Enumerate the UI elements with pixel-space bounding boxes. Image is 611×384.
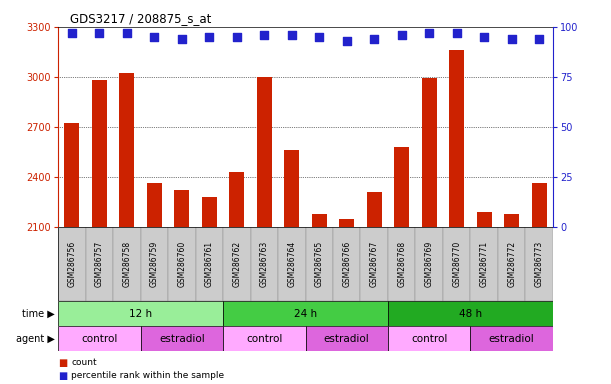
- Bar: [339, 219, 354, 227]
- Bar: [168, 227, 196, 301]
- Point: [177, 36, 187, 42]
- Text: ■: ■: [58, 358, 67, 368]
- Bar: [532, 183, 547, 227]
- Text: GSM286767: GSM286767: [370, 241, 379, 287]
- Bar: [202, 197, 217, 227]
- Bar: [333, 227, 360, 301]
- Bar: [388, 301, 553, 326]
- Bar: [113, 227, 141, 301]
- Bar: [58, 227, 86, 301]
- Bar: [388, 326, 470, 351]
- Point: [122, 30, 132, 36]
- Bar: [470, 227, 498, 301]
- Bar: [229, 172, 244, 227]
- Text: GSM286765: GSM286765: [315, 241, 324, 287]
- Text: estradiol: estradiol: [324, 334, 370, 344]
- Text: GSM286764: GSM286764: [287, 241, 296, 287]
- Text: count: count: [71, 358, 97, 367]
- Point: [369, 36, 379, 42]
- Bar: [443, 227, 470, 301]
- Bar: [470, 326, 553, 351]
- Point: [67, 30, 77, 36]
- Point: [397, 32, 407, 38]
- Bar: [312, 214, 327, 227]
- Bar: [141, 326, 223, 351]
- Point: [232, 34, 242, 40]
- Text: estradiol: estradiol: [159, 334, 205, 344]
- Point: [149, 34, 159, 40]
- Bar: [58, 301, 223, 326]
- Text: estradiol: estradiol: [489, 334, 535, 344]
- Bar: [58, 326, 141, 351]
- Text: 24 h: 24 h: [294, 309, 317, 319]
- Point: [315, 34, 324, 40]
- Bar: [257, 77, 272, 227]
- Bar: [223, 301, 388, 326]
- Bar: [477, 212, 492, 227]
- Text: GSM286771: GSM286771: [480, 241, 489, 287]
- Text: GSM286758: GSM286758: [122, 241, 131, 287]
- Bar: [449, 50, 464, 227]
- Point: [424, 30, 434, 36]
- Text: GSM286762: GSM286762: [232, 241, 241, 287]
- Bar: [422, 78, 437, 227]
- Point: [480, 34, 489, 40]
- Text: GSM286766: GSM286766: [342, 241, 351, 287]
- Bar: [174, 190, 189, 227]
- Bar: [498, 227, 525, 301]
- Bar: [223, 227, 251, 301]
- Bar: [504, 214, 519, 227]
- Bar: [278, 227, 306, 301]
- Text: percentile rank within the sample: percentile rank within the sample: [71, 371, 225, 380]
- Text: GSM286756: GSM286756: [67, 241, 76, 287]
- Text: GSM286770: GSM286770: [452, 241, 461, 287]
- Text: GSM286761: GSM286761: [205, 241, 214, 287]
- Bar: [64, 123, 79, 227]
- Text: GSM286760: GSM286760: [177, 241, 186, 287]
- Bar: [196, 227, 223, 301]
- Bar: [394, 147, 409, 227]
- Text: GSM286759: GSM286759: [150, 241, 159, 287]
- Point: [259, 32, 269, 38]
- Text: 12 h: 12 h: [129, 309, 152, 319]
- Text: GSM286773: GSM286773: [535, 241, 544, 287]
- Text: ■: ■: [58, 371, 67, 381]
- Bar: [284, 150, 299, 227]
- Bar: [92, 80, 107, 227]
- Bar: [147, 183, 162, 227]
- Bar: [306, 227, 333, 301]
- Text: GSM286763: GSM286763: [260, 241, 269, 287]
- Point: [204, 34, 214, 40]
- Bar: [86, 227, 113, 301]
- Text: GSM286768: GSM286768: [397, 241, 406, 287]
- Text: time ▶: time ▶: [22, 309, 55, 319]
- Text: control: control: [246, 334, 282, 344]
- Bar: [367, 192, 382, 227]
- Bar: [388, 227, 415, 301]
- Point: [507, 36, 517, 42]
- Text: GSM286772: GSM286772: [507, 241, 516, 287]
- Point: [534, 36, 544, 42]
- Bar: [415, 227, 443, 301]
- Text: GDS3217 / 208875_s_at: GDS3217 / 208875_s_at: [70, 12, 211, 25]
- Text: agent ▶: agent ▶: [16, 334, 55, 344]
- Text: 48 h: 48 h: [459, 309, 482, 319]
- Point: [452, 30, 462, 36]
- Bar: [360, 227, 388, 301]
- Text: control: control: [411, 334, 447, 344]
- Point: [342, 38, 352, 44]
- Point: [287, 32, 297, 38]
- Point: [95, 30, 104, 36]
- Text: GSM286757: GSM286757: [95, 241, 104, 287]
- Bar: [141, 227, 168, 301]
- Bar: [223, 326, 306, 351]
- Bar: [119, 73, 134, 227]
- Text: GSM286769: GSM286769: [425, 241, 434, 287]
- Bar: [525, 227, 553, 301]
- Text: control: control: [81, 334, 117, 344]
- Bar: [306, 326, 388, 351]
- Bar: [251, 227, 278, 301]
